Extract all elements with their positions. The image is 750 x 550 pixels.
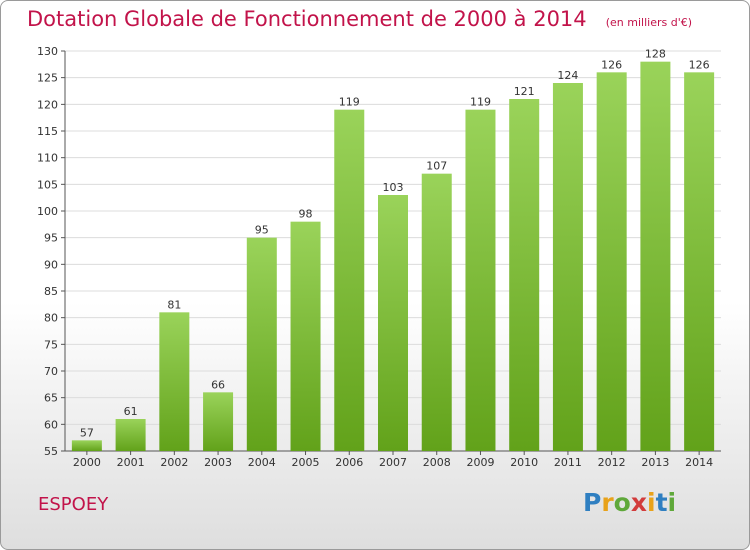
data-label: 103 — [383, 181, 404, 194]
chart-subtitle: (en milliers d'€) — [605, 16, 693, 29]
y-tick-label: 80 — [44, 312, 58, 325]
data-label: 98 — [299, 208, 313, 221]
y-tick-label: 125 — [37, 72, 58, 85]
y-tick-label: 65 — [44, 392, 58, 405]
x-tick-label: 2005 — [292, 456, 320, 469]
data-label: 119 — [339, 96, 360, 109]
bar — [115, 419, 146, 451]
x-tick-label: 2014 — [685, 456, 713, 469]
data-label: 61 — [124, 405, 138, 418]
logo-letter: x — [630, 488, 647, 517]
logo-letter: i — [647, 488, 656, 517]
logo-letter: P — [583, 488, 602, 517]
logo-letter: i — [667, 488, 677, 517]
logo-letter: t — [655, 488, 668, 517]
bar — [334, 109, 365, 452]
x-tick-label: 2001 — [117, 456, 145, 469]
bar — [640, 61, 671, 452]
chart-title: Dotation Globale de Fonctionnement de 20… — [27, 7, 587, 31]
data-label: 107 — [426, 160, 447, 173]
x-tick-label: 2007 — [379, 456, 407, 469]
bar — [290, 221, 321, 451]
bar — [684, 72, 715, 451]
bars — [71, 61, 715, 452]
y-tick-label: 60 — [44, 418, 58, 431]
y-tick-label: 105 — [37, 178, 58, 191]
y-tick-label: 75 — [44, 338, 58, 351]
bar — [552, 83, 583, 451]
x-tick-label: 2013 — [641, 456, 669, 469]
x-tick-label: 2008 — [423, 456, 451, 469]
bar — [246, 237, 277, 451]
logo-letter: r — [601, 488, 614, 517]
chart-title-line: Dotation Globale de Fonctionnement de 20… — [27, 7, 692, 31]
x-tick-label: 2011 — [554, 456, 582, 469]
y-tick-label: 70 — [44, 365, 58, 378]
data-label: 57 — [80, 426, 94, 439]
bar — [378, 195, 408, 451]
data-label: 66 — [211, 378, 225, 391]
bar — [203, 392, 234, 451]
x-tick-label: 2002 — [160, 456, 188, 469]
x-tick-label: 2010 — [510, 456, 538, 469]
y-tick-label: 55 — [44, 445, 58, 458]
y-tick-label: 110 — [37, 152, 58, 165]
bar — [596, 72, 627, 451]
data-label: 126 — [689, 58, 710, 71]
bar — [159, 312, 190, 451]
data-label: 126 — [601, 58, 622, 71]
x-tick-label: 2004 — [248, 456, 276, 469]
data-label: 128 — [645, 48, 666, 61]
x-tick-label: 2009 — [466, 456, 494, 469]
x-tick-label: 2000 — [73, 456, 101, 469]
commune-name: ESPOEY — [38, 494, 109, 515]
bar — [509, 99, 540, 451]
bar — [71, 440, 102, 451]
data-label: 124 — [557, 69, 578, 82]
logo-letter: o — [613, 488, 631, 517]
y-tick-label: 100 — [37, 205, 58, 218]
y-tick-label: 115 — [37, 125, 58, 138]
data-label: 81 — [167, 298, 181, 311]
x-tick-label: 2006 — [335, 456, 363, 469]
y-tick-label: 120 — [37, 98, 58, 111]
y-tick-label: 90 — [44, 258, 58, 271]
y-tick-label: 130 — [37, 45, 58, 58]
data-label: 95 — [255, 224, 269, 237]
y-tick-label: 85 — [44, 285, 58, 298]
bar — [421, 173, 452, 451]
bar — [465, 109, 496, 452]
y-tick-label: 95 — [44, 232, 58, 245]
data-label: 119 — [470, 96, 491, 109]
data-labels: 57 61 81 66 95 98 119 103 107 119 121 124 126 128 126 — [80, 48, 710, 440]
x-tick-label: 2012 — [598, 456, 626, 469]
proxiti-logo[interactable]: Proxiti — [583, 488, 676, 517]
data-label: 121 — [514, 85, 535, 98]
x-tick-label: 2003 — [204, 456, 232, 469]
